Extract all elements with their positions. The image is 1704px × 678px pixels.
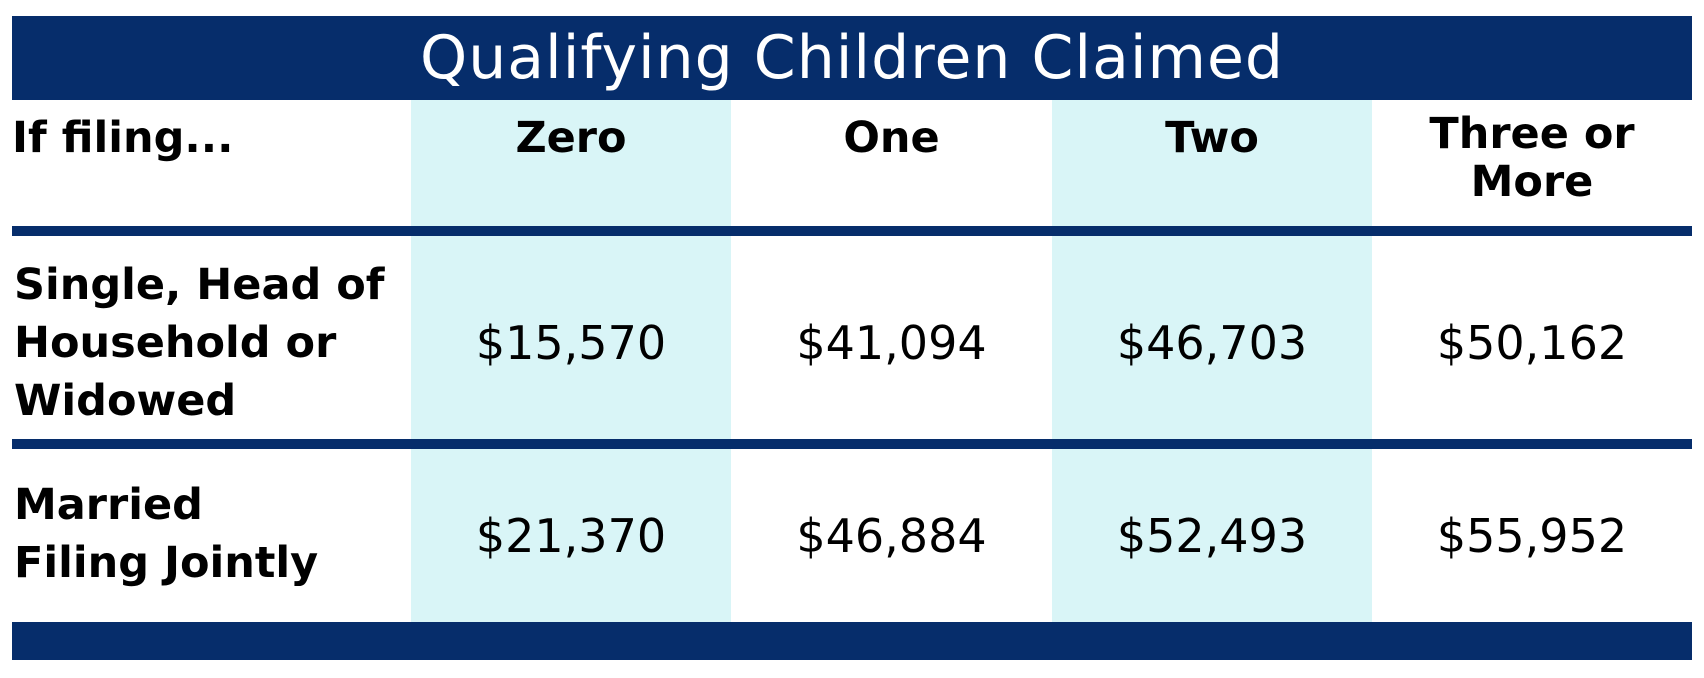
table-cell: $41,094 <box>731 236 1052 450</box>
column-header-one: One <box>731 100 1052 240</box>
column-header-two: Two <box>1052 100 1372 240</box>
row-divider <box>12 439 1692 449</box>
table-cell: $52,493 <box>1052 449 1372 622</box>
column-header-zero-label: Zero <box>515 113 627 163</box>
value-single-zero: $15,570 <box>475 316 667 370</box>
table-cell: $15,570 <box>411 236 731 450</box>
row-label-married-text: Married Filing Jointly <box>14 480 319 588</box>
table-title-bar: Qualifying Children Claimed <box>12 16 1692 100</box>
value-married-one: $46,884 <box>796 508 987 563</box>
header-divider <box>12 226 1692 236</box>
value-married-three-or-more: $55,952 <box>1436 508 1628 563</box>
table-cell: $55,952 <box>1372 449 1692 622</box>
table-cell: $46,703 <box>1052 236 1372 450</box>
value-single-two: $46,703 <box>1116 316 1308 370</box>
table-footer-bar <box>12 622 1692 660</box>
filing-status-header: If filing... <box>12 100 411 240</box>
value-single-one: $41,094 <box>796 316 987 370</box>
column-header-three-or-more-label: Three or More <box>1429 109 1635 207</box>
table-title: Qualifying Children Claimed <box>420 23 1284 93</box>
column-header-three-or-more: Three or More <box>1372 100 1692 240</box>
column-header-zero: Zero <box>411 100 731 240</box>
value-married-zero: $21,370 <box>475 508 667 563</box>
value-married-two: $52,493 <box>1116 508 1308 563</box>
column-header-one-label: One <box>843 113 940 163</box>
table-cell: $21,370 <box>411 449 731 622</box>
row-label-single-text: Single, Head of Household or Widowed <box>14 260 385 426</box>
row-label-married: Married Filing Jointly <box>14 449 318 619</box>
row-label-single: Single, Head of Household or Widowed <box>14 236 384 450</box>
value-single-three-or-more: $50,162 <box>1436 316 1628 370</box>
income-limits-table: Qualifying Children Claimed If filing...… <box>12 16 1692 660</box>
table-cell: $50,162 <box>1372 236 1692 450</box>
table-cell: $46,884 <box>731 449 1052 622</box>
filing-status-header-label: If filing... <box>12 113 234 163</box>
column-header-two-label: Two <box>1165 113 1259 163</box>
two-column-shading <box>1052 100 1372 630</box>
zero-column-shading <box>411 100 731 630</box>
